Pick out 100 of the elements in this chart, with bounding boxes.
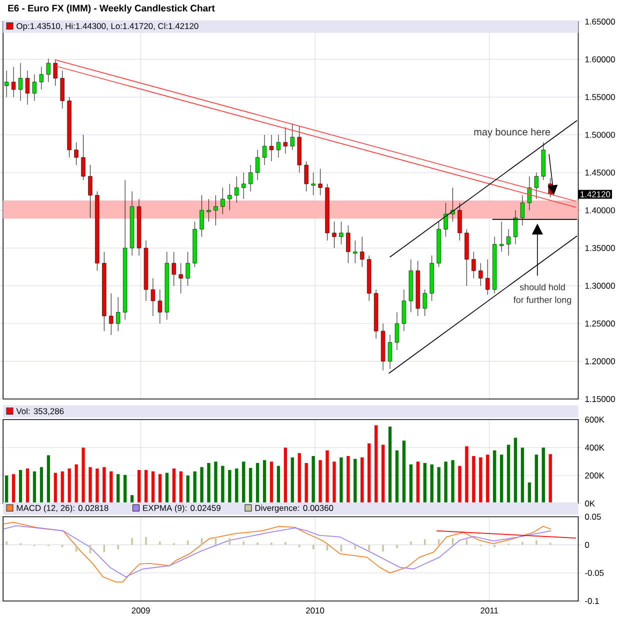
- legend-label: Op:1.43510, Hi:1.44300, Lo:1.41720, Cl:1.42120: [16, 22, 198, 31]
- y-tick-label: 1.30000: [585, 282, 615, 289]
- bar: [346, 456, 350, 504]
- bar: [354, 458, 357, 504]
- bar: [74, 464, 78, 504]
- candlestick: [220, 187, 225, 214]
- bar: [444, 462, 448, 504]
- candlestick: [304, 161, 308, 192]
- candlestick: [276, 134, 281, 158]
- bar: [270, 462, 274, 504]
- bar: [368, 443, 371, 504]
- bar: [60, 471, 64, 504]
- annotation: for further long: [514, 296, 572, 305]
- y-tick-label: 1.65000: [585, 18, 615, 25]
- y-tick-label: -0.05: [585, 570, 604, 576]
- bar: [423, 463, 426, 504]
- annotation: may bounce here: [474, 128, 550, 138]
- bar: [88, 467, 92, 504]
- bar: [472, 456, 476, 504]
- bar: [402, 440, 406, 504]
- bar: [228, 470, 232, 504]
- candlestick: [478, 262, 483, 286]
- bar: [548, 454, 552, 504]
- bar: [542, 448, 545, 504]
- x-tick-label: 2010: [306, 608, 324, 614]
- bar: [102, 467, 106, 504]
- bar: [165, 472, 169, 504]
- candlestick: [60, 70, 64, 109]
- candlestick: [444, 202, 448, 238]
- candlestick: [18, 62, 23, 102]
- y-tick-label: 1.45000: [585, 170, 615, 176]
- bar: [12, 474, 16, 504]
- candlestick: [388, 334, 392, 370]
- candlestick: [506, 228, 511, 256]
- bar: [82, 448, 85, 504]
- y-tick-label: 0K: [585, 500, 595, 507]
- bar: [298, 453, 301, 504]
- bar: [492, 450, 496, 504]
- bar: [96, 468, 99, 504]
- candlestick: [158, 289, 162, 324]
- bar: [207, 463, 210, 504]
- candlestick: [228, 184, 232, 211]
- candlestick: [178, 262, 183, 294]
- y-tick-label: -0.1: [585, 598, 599, 604]
- candlestick: [458, 202, 462, 241]
- bar: [262, 460, 266, 504]
- candlestick: [339, 221, 344, 245]
- bar: [486, 454, 490, 504]
- bar: [534, 454, 538, 504]
- candlestick: [200, 194, 204, 238]
- y-tick-label: 1.50000: [585, 132, 615, 138]
- bar: [500, 454, 504, 504]
- bar: [312, 456, 315, 504]
- y-tick-label: 1.55000: [585, 94, 615, 100]
- bar: [360, 457, 364, 504]
- candlestick: [74, 142, 78, 166]
- candlestick: [353, 240, 358, 264]
- annotation: should hold: [520, 284, 565, 290]
- legend-label: Vol: 353,286: [16, 408, 64, 416]
- candlestick: [53, 59, 58, 86]
- candlestick: [109, 293, 114, 336]
- bar: [158, 474, 162, 504]
- bar: [221, 466, 224, 504]
- candlestick: [81, 134, 86, 180]
- bar: [520, 448, 524, 504]
- bar: [172, 468, 176, 504]
- bar: [276, 466, 280, 504]
- bar: [395, 450, 399, 504]
- bar: [46, 455, 50, 504]
- text: 1.42120: [580, 191, 610, 198]
- bar: [318, 460, 322, 504]
- candlestick: [262, 134, 267, 166]
- legend-label: MACD (12, 26): 0.02818: [16, 504, 108, 513]
- candlestick: [172, 252, 176, 286]
- legend-label: EXPMA (9): 0.02459: [143, 504, 220, 513]
- candlestick: [283, 127, 288, 154]
- bar: [458, 466, 462, 504]
- bar: [514, 438, 518, 504]
- candlestick: [186, 252, 190, 286]
- bar: [430, 464, 434, 504]
- candlestick: [214, 194, 218, 226]
- bar: [528, 482, 532, 504]
- y-tick-label: 0.05: [585, 514, 601, 520]
- candlestick: [11, 66, 16, 98]
- bar: [214, 462, 218, 504]
- bar: [256, 463, 260, 504]
- y-tick-label: 200K: [585, 472, 604, 479]
- y-tick-label: 600K: [585, 416, 604, 423]
- x-tick-label: 2009: [132, 608, 150, 614]
- bar: [54, 472, 57, 504]
- candlestick: [116, 296, 120, 332]
- bar: [409, 464, 413, 504]
- bar: [388, 426, 392, 504]
- bar: [179, 471, 182, 504]
- bar: [437, 467, 440, 504]
- bar: [304, 463, 308, 504]
- candlestick: [346, 225, 350, 264]
- candlestick: [332, 221, 336, 248]
- bar: [332, 462, 336, 504]
- bar: [326, 450, 329, 504]
